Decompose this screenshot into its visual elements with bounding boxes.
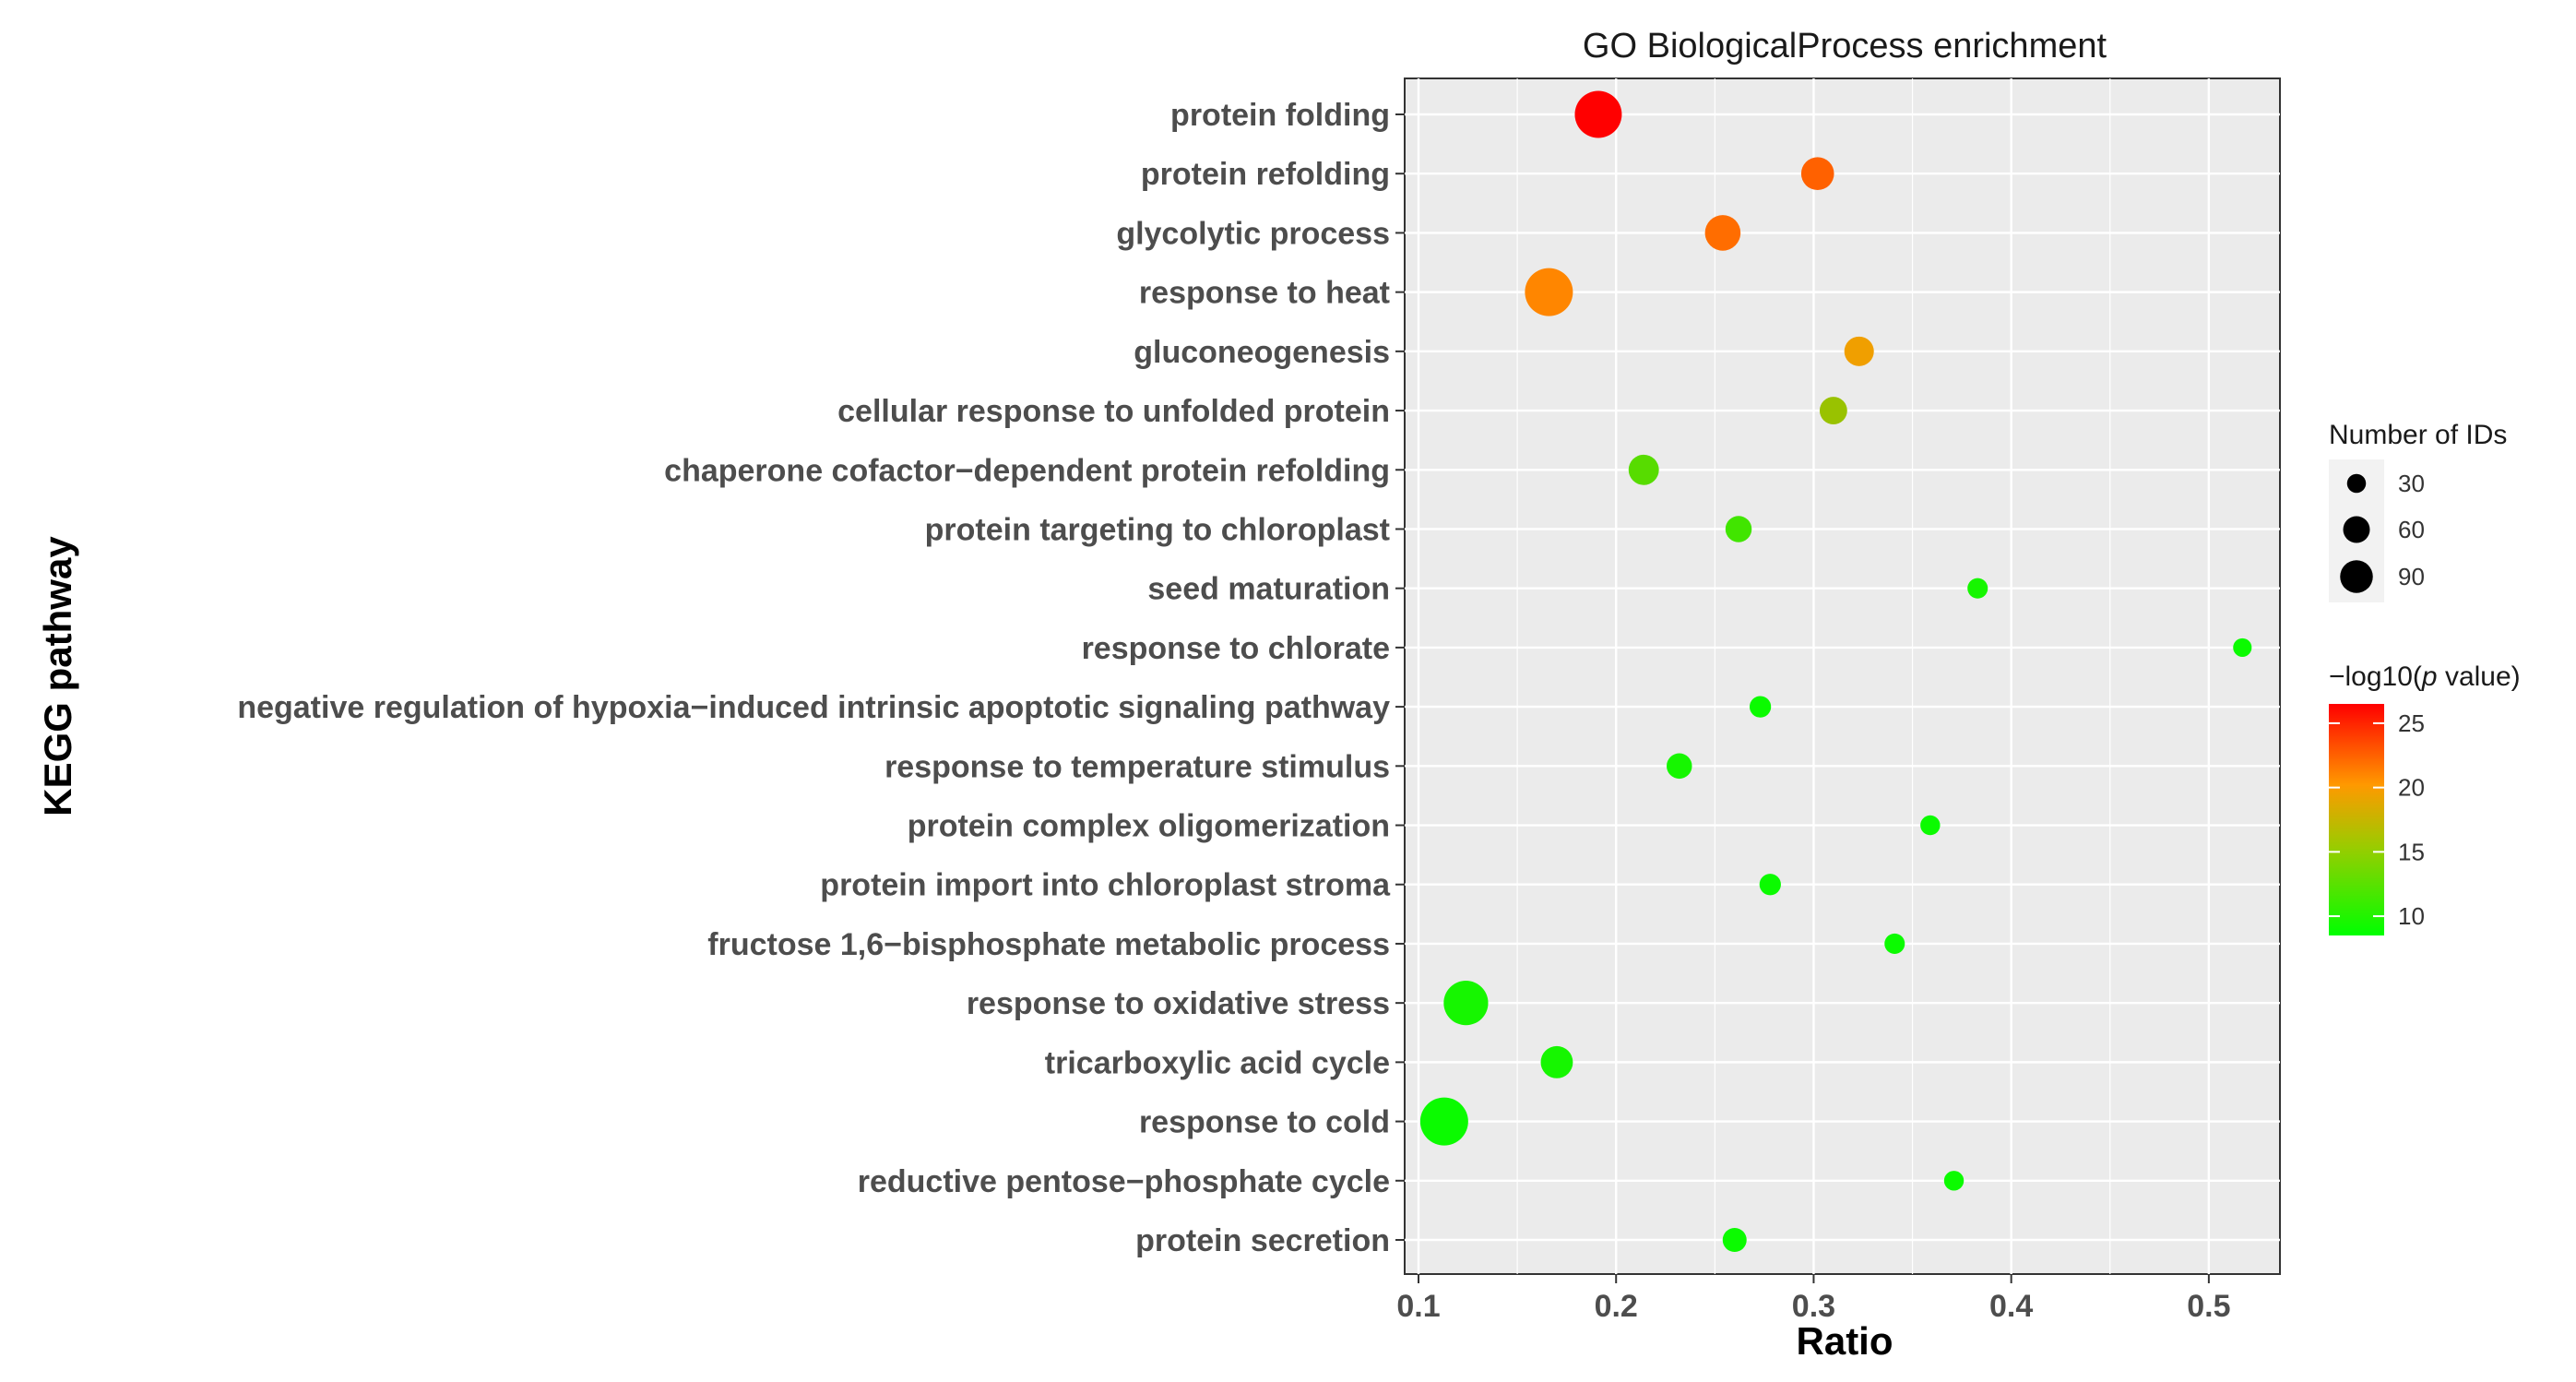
y-tick-label: reductive pentose−phosphate cycle	[858, 1164, 1390, 1199]
chart-title: GO BiologicalProcess enrichment	[1583, 27, 2107, 66]
category-labels: protein folding protein refolding glycolyt…	[237, 98, 1405, 1258]
plot-panel	[1404, 77, 2281, 1275]
x-tick-label: 0.4	[1989, 1289, 2033, 1324]
data-point	[1574, 90, 1622, 138]
data-point	[1943, 1171, 1965, 1191]
y-tick-label: protein complex oligomerization	[908, 809, 1390, 844]
data-point	[1819, 397, 1847, 424]
y-tick-label: protein secretion	[1135, 1223, 1390, 1258]
color-legend-label: 10	[2398, 902, 2425, 930]
y-tick-label: gluconeogenesis	[1134, 335, 1390, 370]
data-point	[1844, 336, 1874, 366]
data-point	[1443, 981, 1489, 1026]
x-axis-title: Ratio	[1797, 1319, 1893, 1363]
x-tick-label: 0.5	[2187, 1289, 2230, 1324]
size-legend-label: 90	[2398, 563, 2425, 590]
color-legend: −log10(p value) 10 15 20 25	[2329, 661, 2521, 935]
data-points	[1419, 90, 2252, 1252]
color-legend-title: −log10(p value)	[2329, 661, 2521, 692]
x-tick-label: 0.1	[1396, 1289, 1440, 1324]
size-legend-label: 60	[2398, 516, 2425, 543]
data-point	[1525, 268, 1573, 316]
size-legend-dot	[2343, 516, 2370, 543]
data-point	[1725, 516, 1752, 542]
data-point	[1749, 696, 1772, 718]
color-legend-bar	[2329, 704, 2384, 935]
y-tick-label: protein targeting to chloroplast	[925, 512, 1390, 547]
y-tick-label: response to chlorate	[1082, 631, 1390, 666]
y-tick-label: glycolytic process	[1116, 216, 1390, 251]
data-point	[1967, 578, 1988, 599]
y-tick-label: protein folding	[1170, 98, 1390, 133]
y-tick-label: chaperone cofactor−dependent protein ref…	[664, 453, 1390, 488]
data-point	[1722, 1228, 1747, 1252]
y-tick-label: response to oxidative stress	[967, 986, 1390, 1021]
data-point	[1800, 157, 1834, 191]
y-tick-label: protein refolding	[1141, 157, 1390, 192]
size-legend-dot	[2346, 473, 2367, 494]
color-legend-label: 25	[2398, 709, 2425, 737]
size-legend-label: 30	[2398, 470, 2425, 497]
y-tick-label: seed maturation	[1147, 572, 1390, 607]
y-axis-title: KEGG pathway	[36, 536, 79, 816]
grid-lines	[1405, 78, 2280, 1274]
data-point	[1920, 815, 1941, 836]
data-point	[1419, 1097, 1468, 1146]
x-axis: 0.1 0.2 0.3 0.4 0.5	[1396, 1274, 2231, 1324]
x-tick-label: 0.3	[1792, 1289, 1835, 1324]
y-tick-label: tricarboxylic acid cycle	[1045, 1045, 1390, 1080]
y-tick-label: fructose 1,6−bisphosphate metabolic proc…	[707, 927, 1390, 962]
color-legend-label: 15	[2398, 838, 2425, 865]
data-point	[1704, 215, 1741, 251]
color-legend-label: 20	[2398, 774, 2425, 802]
data-point	[2233, 637, 2252, 657]
data-point	[1884, 933, 1905, 954]
y-tick-label: response to cold	[1139, 1105, 1390, 1140]
size-legend-dot	[2340, 560, 2373, 593]
data-point	[1628, 454, 1659, 485]
data-point	[1540, 1045, 1573, 1078]
size-legend-title: Number of IDs	[2329, 420, 2507, 450]
data-point	[1759, 874, 1781, 896]
y-tick-label: response to temperature stimulus	[884, 749, 1390, 784]
data-point	[1667, 753, 1692, 780]
y-tick-label: negative regulation of hypoxia−induced i…	[237, 690, 1390, 725]
y-tick-label: response to heat	[1139, 276, 1390, 311]
y-tick-label: cellular response to unfolded protein	[837, 394, 1390, 429]
x-tick-label: 0.2	[1595, 1289, 1638, 1324]
size-legend: Number of IDs 30 60 90	[2329, 420, 2507, 602]
y-tick-label: protein import into chloroplast stroma	[820, 868, 1391, 903]
